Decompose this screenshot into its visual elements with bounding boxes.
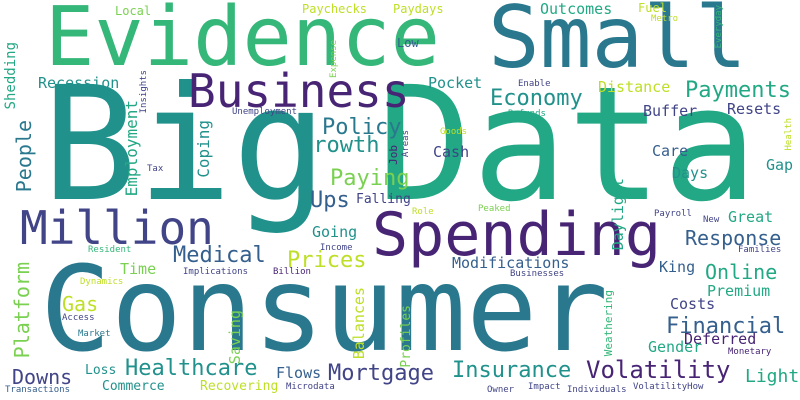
word-consumer: Consumer	[40, 240, 609, 378]
word-fuel: Fuel	[638, 1, 667, 15]
word-care: Care	[652, 142, 689, 160]
word-loss: Loss	[85, 363, 117, 378]
word-implications: Implications	[183, 267, 249, 277]
word-evidence: Evidence	[45, 0, 440, 85]
word-payments: Payments	[685, 78, 791, 103]
word-deferred: Deferred	[684, 330, 757, 348]
word-outcomes: Outcomes	[540, 0, 613, 18]
word-recession: Recession	[38, 74, 120, 92]
word-everyday: Everyday	[714, 5, 724, 49]
word-mortgage: Mortgage	[328, 361, 434, 386]
word-resets: Resets	[727, 100, 782, 118]
word-paying: Paying	[330, 166, 410, 191]
word-costs: Costs	[670, 295, 716, 313]
word-coping: Coping	[194, 120, 213, 178]
word-growth: Growth	[300, 133, 380, 158]
word-data: Data	[377, 53, 758, 237]
word-light: Light	[745, 366, 800, 387]
word-medical: Medical	[173, 243, 266, 268]
word-time: Time	[120, 260, 157, 278]
word-million: Million	[20, 201, 214, 255]
word-role: Role	[412, 207, 434, 217]
word-gap: Gap	[766, 156, 794, 174]
word-low: Low	[397, 36, 419, 50]
word-big: Big	[42, 53, 328, 237]
word-days: Days	[672, 164, 709, 182]
word-small: Small	[488, 0, 747, 88]
word-gas: Gas	[62, 292, 99, 316]
word-monetary: Monetary	[728, 347, 772, 357]
word-cash: Cash	[433, 143, 470, 161]
word-volatility: Volatility	[586, 356, 731, 384]
word-great: Great	[728, 208, 774, 226]
word-healthcare: Healthcare	[125, 356, 258, 381]
word-tax: Tax	[147, 164, 164, 174]
word-payroll: Payroll	[654, 209, 692, 219]
word-spending: Spending	[372, 200, 661, 270]
word-volatility-how: VolatilityHow	[633, 382, 704, 392]
word-distance: Distance	[598, 78, 671, 96]
word-owner: Owner	[487, 385, 515, 395]
word-health: Health	[784, 118, 794, 151]
word-financial: Financial	[666, 314, 786, 339]
word-falling: Falling	[356, 192, 411, 207]
word-new: New	[703, 215, 720, 225]
word-commerce: Commerce	[102, 379, 165, 394]
word-microdata: Microdata	[286, 382, 335, 392]
word-online: Online	[705, 260, 778, 284]
word-dynamics: Dynamics	[80, 277, 124, 287]
word-individuals: Individuals	[567, 385, 627, 395]
word-gender: Gender	[648, 338, 703, 356]
word-refunds: Refunds	[508, 109, 546, 119]
word-paydays: Paydays	[393, 2, 444, 16]
word-buffer: Buffer	[643, 102, 698, 120]
word-modifications: Modifications	[452, 254, 570, 272]
word-paychecks: Paychecks	[302, 2, 368, 16]
word-access: Access	[62, 313, 95, 323]
word-enable: Enable	[518, 79, 551, 89]
word-resident: Resident	[88, 245, 132, 255]
word-people: People	[12, 120, 36, 193]
word-balances: Balances	[350, 287, 368, 360]
word-daylight: Daylight	[609, 178, 627, 251]
word-weathering: Weathering	[602, 290, 615, 357]
word-transactions: Transactions	[5, 385, 71, 395]
word-response: Response	[685, 226, 782, 250]
word-flows: Flows	[276, 364, 322, 382]
word-employment: Employment	[122, 100, 141, 197]
word-businesses: Businesses	[510, 269, 565, 279]
word-recovering: Recovering	[200, 379, 279, 394]
word-unemployment: Unemployment	[232, 107, 298, 117]
word-market: Market	[78, 329, 111, 339]
word-premium: Premium	[707, 282, 771, 300]
word-billion: Billion	[273, 267, 311, 277]
word-saving: Saving	[226, 310, 244, 365]
word-metro: Metro	[651, 14, 679, 24]
word-downs: Downs	[12, 365, 73, 389]
word-insights: Insights	[139, 70, 149, 114]
word-peaked: Peaked	[478, 204, 511, 214]
word-business: Business	[188, 64, 410, 118]
word-going: Going	[312, 223, 358, 241]
word-areas: Areas	[401, 130, 411, 158]
word-shedding: Shedding	[3, 42, 19, 110]
word-impact: Impact	[528, 382, 561, 392]
word-prices: Prices	[287, 248, 367, 273]
word-economy: Economy	[490, 86, 583, 111]
word-families: Families	[738, 245, 782, 255]
word-job: Job	[387, 145, 400, 165]
word-insurance: Insurance	[452, 358, 572, 383]
word-pocket: Pocket	[428, 74, 483, 92]
word-platform: Platform	[10, 262, 34, 359]
word-king: King	[659, 258, 696, 276]
word-income: Income	[320, 243, 353, 253]
word-policy: Policy	[322, 115, 402, 140]
word-local: Local	[115, 4, 152, 18]
word-ups: Ups	[310, 188, 350, 213]
word-profiles: Profiles	[399, 305, 414, 368]
word-expense: Expense	[329, 40, 339, 78]
word-goods: Goods	[440, 127, 468, 137]
